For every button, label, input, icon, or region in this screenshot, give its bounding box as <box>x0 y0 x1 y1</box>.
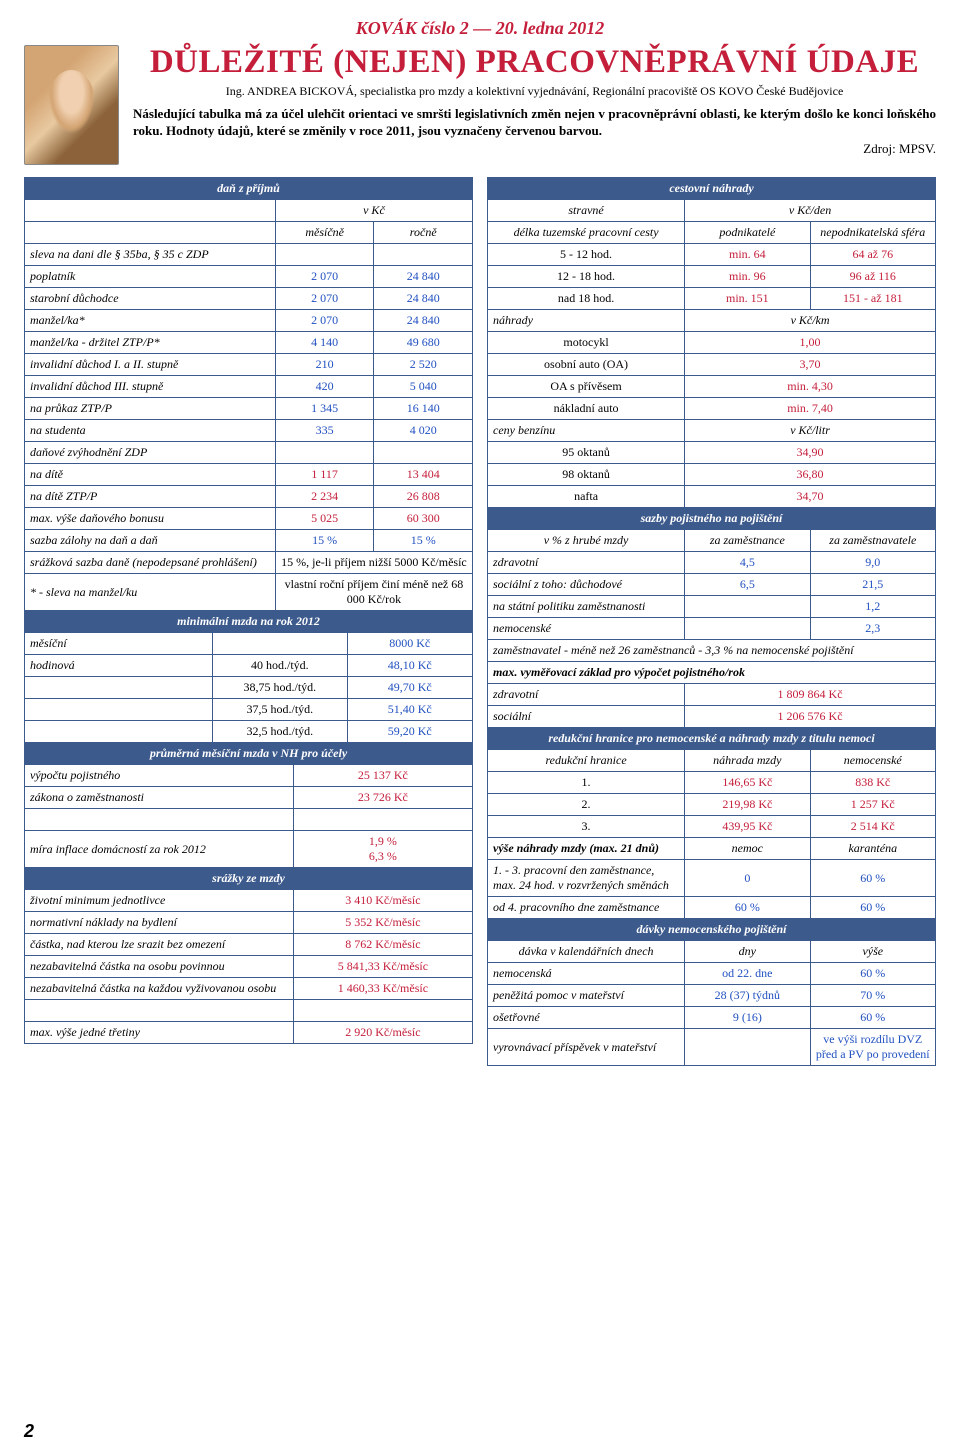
author-photo <box>24 45 119 165</box>
reduction-header: redukční hranice pro nemocenské a náhrad… <box>488 728 936 750</box>
avg-wage-header: průměrná měsíční mzda v NH pro účely <box>25 743 473 765</box>
masthead: KOVÁK číslo 2 — 20. ledna 2012 <box>24 18 936 39</box>
page-number: 2 <box>24 1421 34 1442</box>
title-block: DŮLEŽITÉ (NEJEN) PRACOVNĚPRÁVNÍ ÚDAJE In… <box>24 45 936 165</box>
main-title: DŮLEŽITÉ (NEJEN) PRACOVNĚPRÁVNÍ ÚDAJE <box>133 45 936 80</box>
left-column: daň z příjmů v Kč měsíčněročně sleva na … <box>24 177 473 1066</box>
minwage-table: minimální mzda na rok 2012 měsíční8000 K… <box>24 610 473 743</box>
sick-header: dávky nemocenského pojištění <box>488 919 936 941</box>
reduction-table: redukční hranice pro nemocenské a náhrad… <box>487 727 936 919</box>
travel-table: cestovní náhrady stravnév Kč/den délka t… <box>487 177 936 508</box>
minwage-header: minimální mzda na rok 2012 <box>25 611 473 633</box>
avg-wage-table: průměrná měsíční mzda v NH pro účely výp… <box>24 742 473 868</box>
sick-benefits-table: dávky nemocenského pojištění dávka v kal… <box>487 918 936 1066</box>
deductions-header: srážky ze mzdy <box>25 868 473 890</box>
page: KOVÁK číslo 2 — 20. ledna 2012 DŮLEŽITÉ … <box>0 0 960 1084</box>
author-line: Ing. ANDREA BICKOVÁ, specialistka pro mz… <box>133 84 936 99</box>
insurance-header: sazby pojistného na pojištění <box>488 508 936 530</box>
source: Zdroj: MPSV. <box>133 140 936 158</box>
right-column: cestovní náhrady stravnév Kč/den délka t… <box>487 177 936 1066</box>
deductions-table: srážky ze mzdy životní minimum jednotliv… <box>24 867 473 1044</box>
tax-header: daň z příjmů <box>25 178 473 200</box>
tax-table: daň z příjmů v Kč měsíčněročně sleva na … <box>24 177 473 611</box>
intro-text: Následující tabulka má za účel ulehčit o… <box>133 105 936 158</box>
columns: daň z příjmů v Kč měsíčněročně sleva na … <box>24 177 936 1066</box>
insurance-table: sazby pojistného na pojištění v % z hrub… <box>487 507 936 728</box>
travel-header: cestovní náhrady <box>488 178 936 200</box>
